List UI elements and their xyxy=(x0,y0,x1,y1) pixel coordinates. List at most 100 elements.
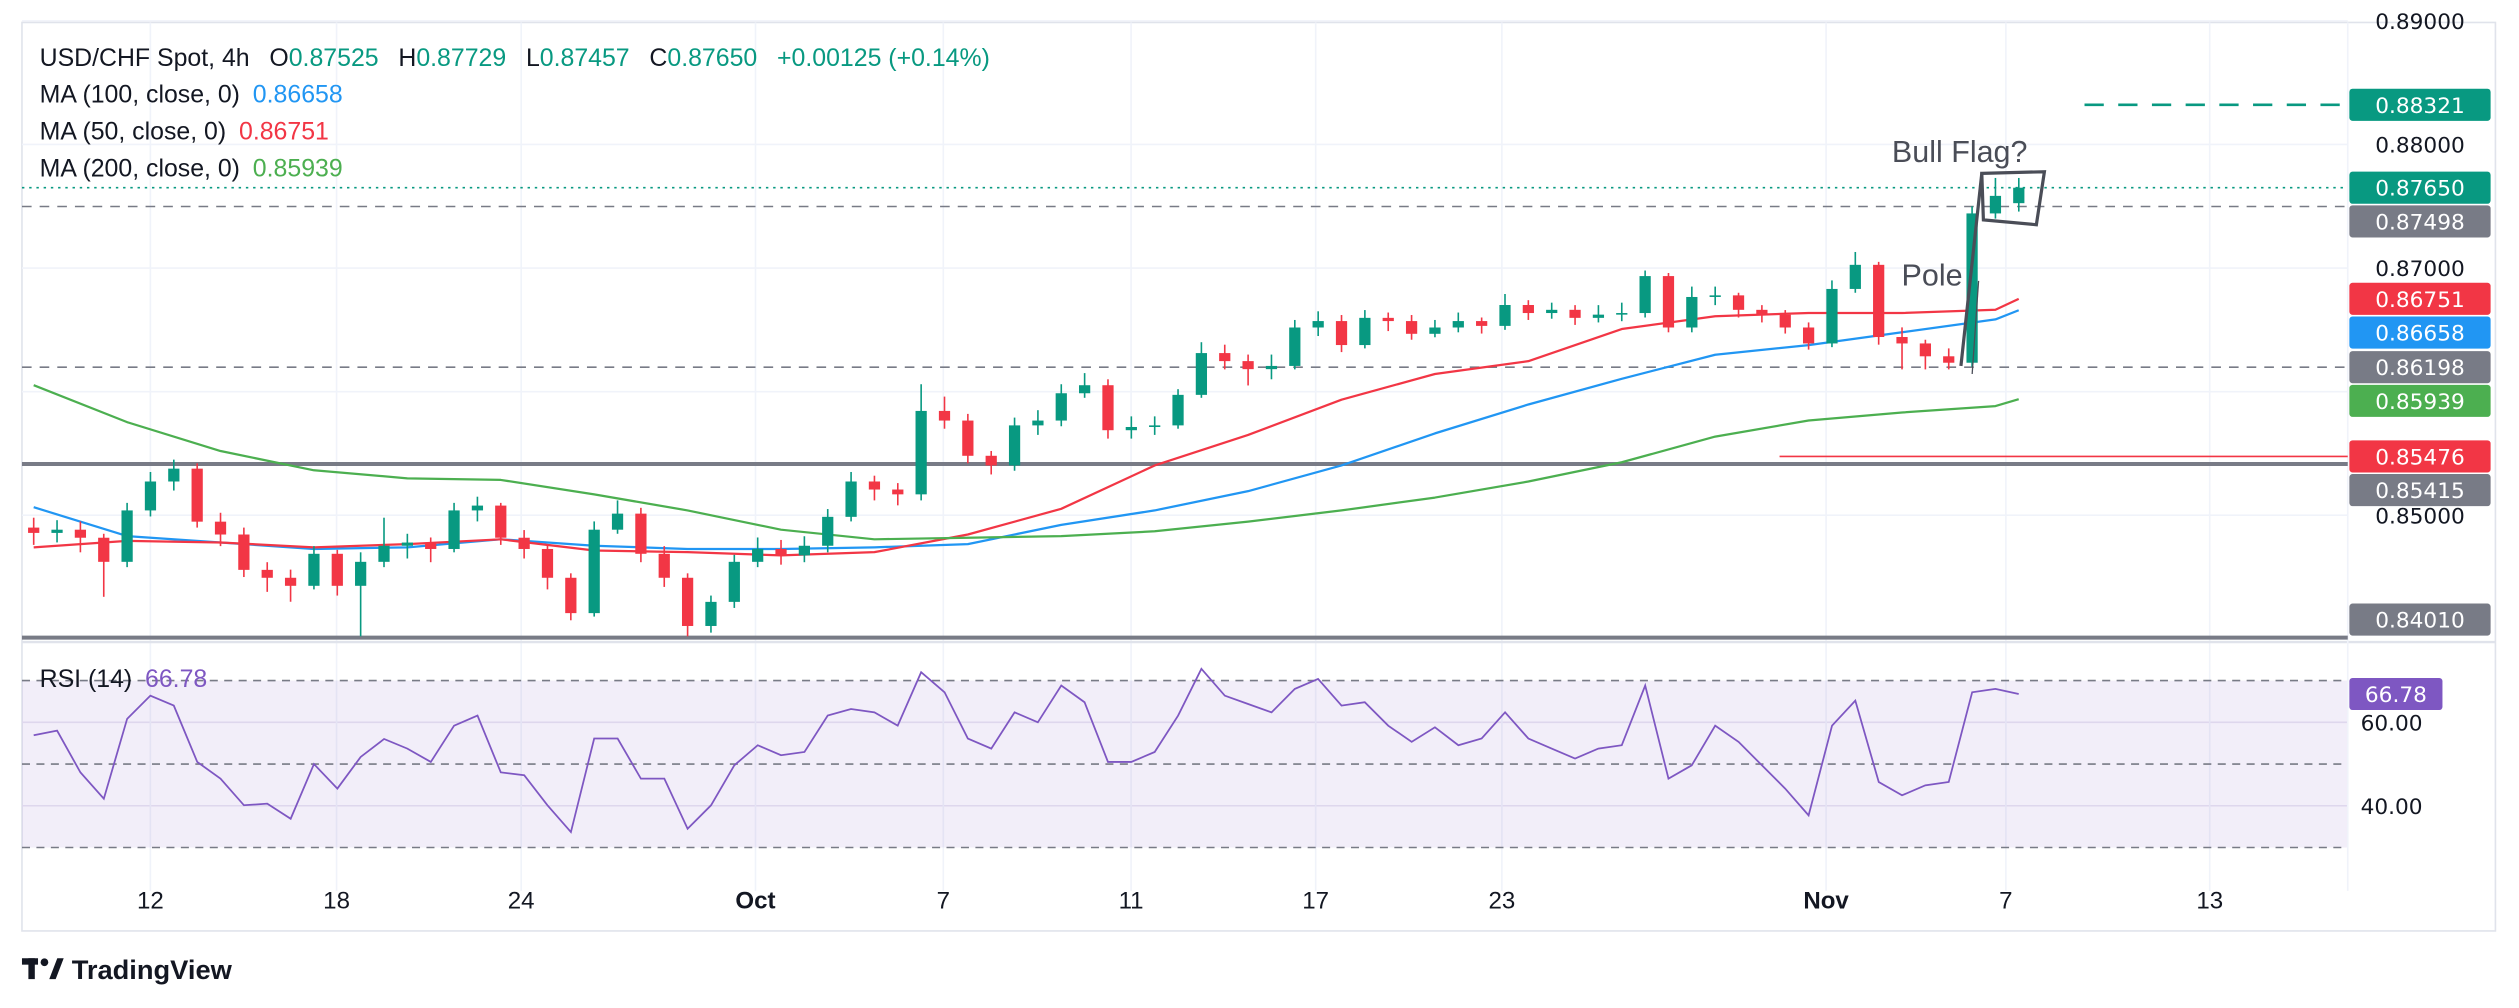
candle-body xyxy=(1686,296,1698,328)
time-tick-label: 18 xyxy=(323,887,350,914)
ma50-line[interactable] xyxy=(33,297,2020,557)
candle-body xyxy=(144,481,157,511)
candle-body xyxy=(822,516,834,546)
candle-body xyxy=(938,410,951,421)
candle-body xyxy=(1055,393,1067,421)
candle-body xyxy=(471,505,484,511)
candle xyxy=(1265,354,1278,380)
candle-body xyxy=(1802,327,1815,344)
time-tick-label: 17 xyxy=(1302,887,1329,914)
price-tag-0-88321: 0.88321 xyxy=(2349,88,2491,121)
price-tag-label: 0.88321 xyxy=(2375,94,2465,119)
candle xyxy=(1709,286,1721,306)
legend-ma50[interactable]: MA (50, close, 0) 0.86751 xyxy=(40,118,329,146)
candle-body xyxy=(1966,213,1978,363)
bull-flag-label[interactable]: Bull Flag? xyxy=(1892,135,2028,169)
candle-body xyxy=(705,601,717,626)
candle xyxy=(1919,339,1931,370)
candle xyxy=(74,521,87,553)
price-tag-bg xyxy=(2349,603,2491,636)
time-tick-label: 13 xyxy=(2196,887,2223,914)
candle-body xyxy=(1989,195,2002,214)
price-tick-label: 0.85000 xyxy=(2375,504,2465,529)
legend-ma200[interactable]: MA (200, close, 0) 0.85939 xyxy=(40,155,343,183)
candle-body xyxy=(448,510,460,549)
candle-body xyxy=(1709,295,1721,297)
rsi-tick-label: 60.00 xyxy=(2361,711,2423,736)
candle xyxy=(331,549,343,596)
time-tick-label: 12 xyxy=(137,887,164,914)
candle xyxy=(1966,206,1978,367)
candle xyxy=(1546,302,1558,319)
price-tag-0-87498: 0.87498 xyxy=(2349,205,2491,238)
price-tag-bg xyxy=(2349,282,2491,315)
candle xyxy=(191,463,203,528)
candle-body xyxy=(284,577,297,586)
candle xyxy=(541,544,554,590)
candle-body xyxy=(1032,420,1044,426)
bull-flag-drawing[interactable] xyxy=(1959,170,2047,375)
ma200-value: 0.85939 xyxy=(253,155,343,183)
candle-body xyxy=(1873,264,1885,338)
candle xyxy=(1032,410,1044,435)
price-tag-label: 0.87498 xyxy=(2375,210,2465,235)
candle-body xyxy=(191,468,203,522)
candle-body xyxy=(1569,309,1581,318)
pole-label[interactable]: Pole xyxy=(1902,259,1963,293)
pole-line[interactable] xyxy=(1959,173,1984,367)
ma100-line[interactable] xyxy=(33,309,2020,551)
price-axis[interactable]: 0.89000 0.88000 0.87000 0.85000 0.88321 0.876… xyxy=(2349,10,2491,636)
high-label: H xyxy=(398,44,416,72)
price-tag-bg xyxy=(2349,474,2491,507)
price-tag-label: 0.84010 xyxy=(2375,609,2465,634)
candle xyxy=(238,527,250,578)
candle xyxy=(1732,292,1745,318)
candle-body xyxy=(728,561,740,602)
candle xyxy=(1639,270,1651,318)
rsi-label: RSI (14) xyxy=(40,665,133,693)
candle xyxy=(775,539,787,565)
symbol-title[interactable]: USD/CHF Spot, 4h xyxy=(40,44,250,72)
candle xyxy=(1125,416,1137,439)
price-tag-0-85939: 0.85939 xyxy=(2349,384,2491,417)
ma200-line[interactable] xyxy=(33,384,2020,541)
candle-body xyxy=(1429,327,1441,334)
candle xyxy=(1359,310,1371,349)
candle xyxy=(1896,327,1908,370)
candle-body xyxy=(541,548,554,578)
candle xyxy=(1802,322,1815,350)
flag-box[interactable] xyxy=(1980,170,2047,227)
time-axis[interactable]: 12 18 24 Oct 7 11 17 23 Nov 7 13 xyxy=(137,887,2223,914)
candle-body xyxy=(1919,343,1931,357)
close-label: C xyxy=(649,44,667,72)
candle-body xyxy=(1102,385,1114,431)
candle xyxy=(728,554,740,608)
change-value: +0.00125 (+0.14%) xyxy=(777,44,990,72)
candle-body xyxy=(121,510,133,562)
candle-body xyxy=(1756,309,1768,315)
candle-body xyxy=(798,545,810,556)
candle-body xyxy=(1312,321,1324,328)
rsi-axis[interactable]: 60.00 40.00 66.78 xyxy=(2349,677,2443,820)
candle-body xyxy=(1149,425,1161,427)
candle xyxy=(892,483,904,506)
close-value: 0.87650 xyxy=(667,44,757,72)
candle-body xyxy=(1639,276,1651,314)
candle-body xyxy=(74,529,87,538)
candle xyxy=(1569,305,1581,325)
pole-line-inner[interactable] xyxy=(1971,280,1980,375)
price-tag-bg xyxy=(2349,205,2491,238)
candle xyxy=(962,413,974,464)
price-tag-label: 0.85415 xyxy=(2375,479,2465,504)
candle xyxy=(635,507,647,563)
ma100-label: MA (100, close, 0) xyxy=(40,81,240,109)
candle xyxy=(565,573,577,621)
candle xyxy=(401,533,413,559)
candle xyxy=(51,520,63,543)
tradingview-logo[interactable]: TradingView xyxy=(21,954,233,985)
candle xyxy=(1335,315,1348,353)
legend-ma100[interactable]: MA (100, close, 0) 0.86658 xyxy=(40,81,343,109)
candle xyxy=(1826,280,1838,348)
price-tag-bg xyxy=(2349,351,2491,384)
legend-rsi[interactable]: RSI (14) 66.78 xyxy=(40,665,208,693)
